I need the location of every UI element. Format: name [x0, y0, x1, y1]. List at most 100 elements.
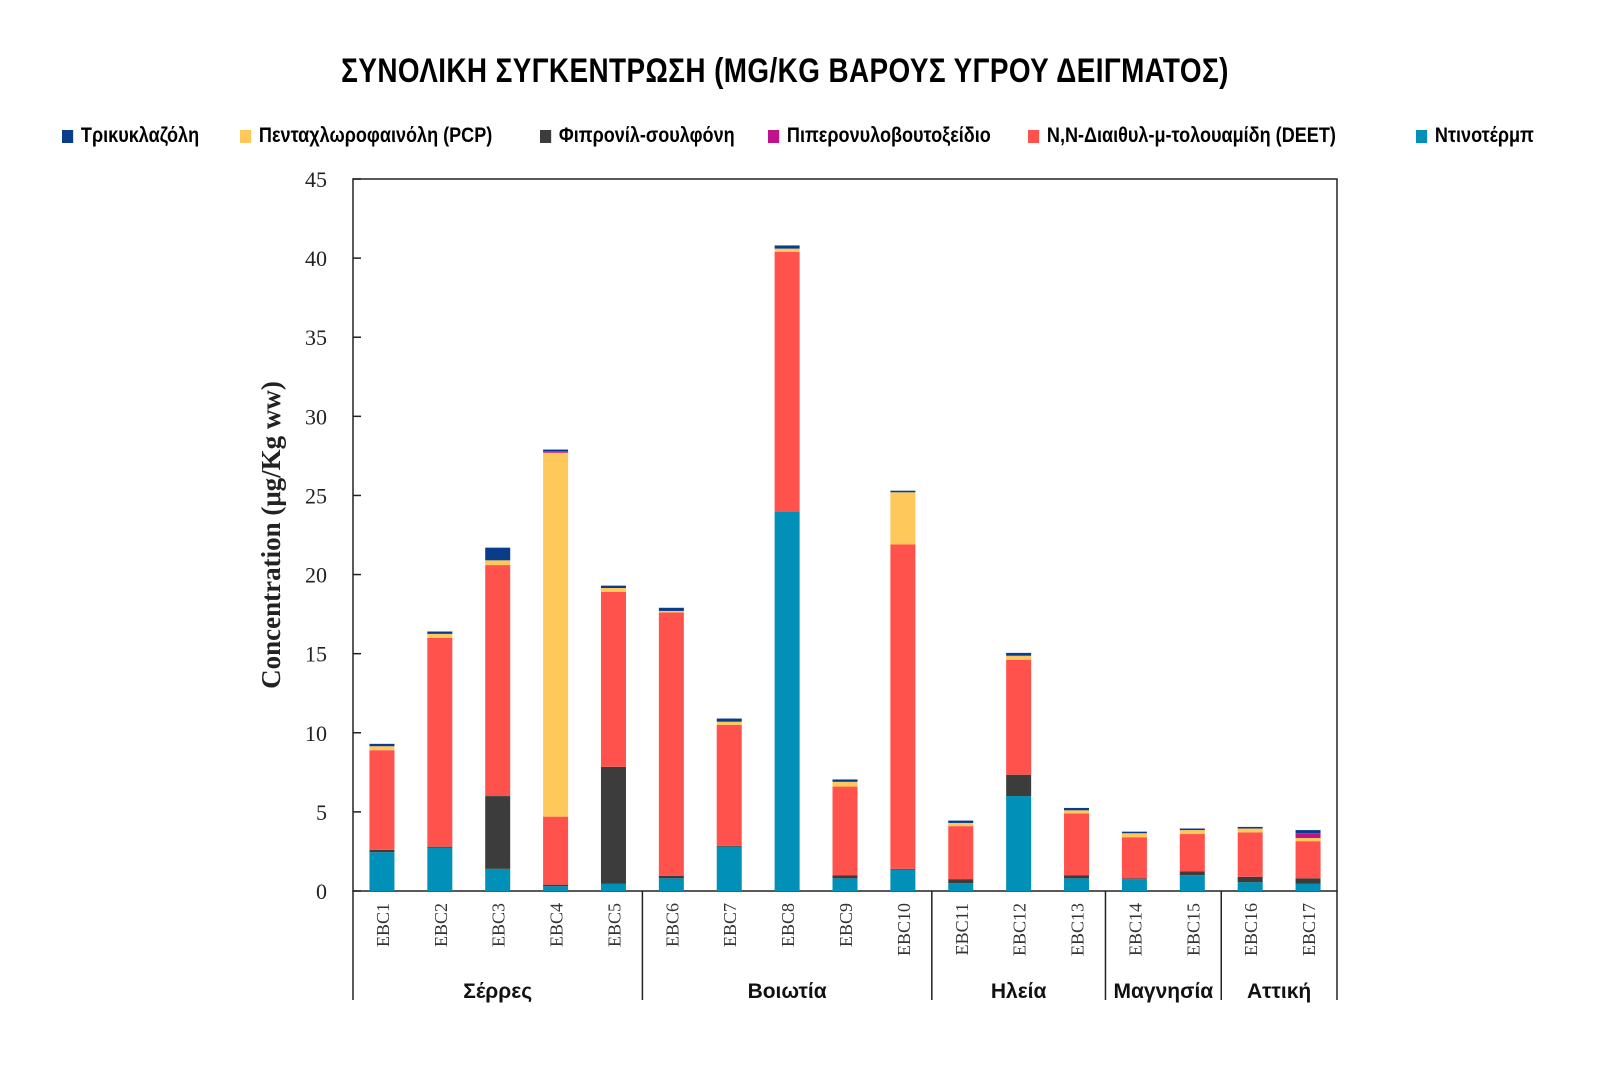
bar-segment [948, 883, 974, 891]
bar-segment [1295, 841, 1321, 879]
legend-item: Πιπερονυλοβουτοξείδιο [768, 124, 991, 148]
bar-segment [890, 869, 916, 891]
x-tick-label: EBC9 [836, 903, 856, 947]
bar-segment [832, 878, 858, 891]
bar-segment [658, 607, 684, 611]
bar-segment [1295, 833, 1321, 838]
bar-segment [716, 718, 742, 722]
legend-item: Ντινοτέρμπ [1416, 124, 1534, 148]
bar-segment [369, 746, 395, 751]
x-tick-label: EBC5 [604, 903, 624, 947]
bar-segment [1179, 828, 1205, 831]
bar-segment [1064, 875, 1090, 879]
legend-swatch [540, 129, 552, 143]
bar-segment [1064, 878, 1090, 891]
bar-segment [774, 251, 800, 512]
bar-segment [543, 886, 569, 891]
bar-segment [658, 612, 684, 876]
bar-segment [948, 822, 974, 827]
bar-segment [1237, 882, 1263, 891]
x-tick-label: EBC11 [952, 903, 972, 955]
y-tick-label: 15 [305, 642, 327, 667]
legend-swatch [1028, 129, 1040, 143]
x-tick-label: EBC8 [778, 903, 798, 947]
bar-segment [543, 449, 569, 452]
bar-segment [1237, 876, 1263, 883]
bar-segment [1006, 656, 1032, 660]
x-tick-label: EBC10 [894, 903, 914, 956]
x-tick-label: EBC7 [720, 903, 740, 947]
legend: Τρικυκλαζόλη Πενταχλωροφαινόλη (PCP) Φιπρο… [0, 124, 1620, 154]
bar-segment [600, 585, 626, 589]
bar-segment [774, 245, 800, 249]
bar-segment [485, 796, 511, 869]
bar-segment [1179, 830, 1205, 835]
y-tick-label: 5 [316, 800, 327, 825]
bar-segment [658, 878, 684, 891]
bar-segment [1295, 883, 1321, 891]
bar-segment [485, 547, 511, 561]
bar-segment [890, 868, 916, 870]
bar-segment [1121, 831, 1147, 834]
bar-segment [1179, 871, 1205, 876]
x-tick-label: EBC6 [662, 903, 682, 947]
bar-segment [1295, 830, 1321, 834]
bar-segment [1237, 826, 1263, 829]
x-tick-label: EBC14 [1125, 903, 1145, 956]
bar-segment [600, 588, 626, 592]
bar-segment [1179, 875, 1205, 891]
bar-segment [1006, 659, 1032, 775]
bar-segment [1064, 813, 1090, 876]
bar-segment [1121, 879, 1147, 891]
legend-swatch [62, 129, 74, 143]
bar-segment [1179, 834, 1205, 872]
bar-segment [1237, 832, 1263, 877]
legend-item: Φιπρονίλ-σουλφόνη [540, 124, 735, 148]
bar-segment [369, 743, 395, 747]
legend-swatch [768, 129, 780, 143]
bar-segment [543, 451, 569, 453]
group-label: Μαγνησία [1114, 980, 1214, 1003]
x-tick-label: EBC1 [373, 903, 393, 947]
bar-segment [890, 492, 916, 545]
bar-segment [774, 511, 800, 891]
legend-label: Τρικυκλαζόλη [80, 124, 200, 147]
bar-segment [543, 884, 569, 887]
bar-segment [1121, 878, 1147, 880]
bar-segment [485, 868, 511, 891]
x-tick-label: EBC3 [489, 903, 509, 947]
bar-segment [427, 633, 453, 638]
x-tick-label: EBC12 [1010, 903, 1030, 956]
bar-segment [1237, 828, 1263, 833]
x-tick-label: EBC13 [1068, 903, 1088, 956]
y-tick-label: 25 [305, 483, 327, 508]
y-tick-label: 20 [305, 563, 327, 588]
x-tick-label: EBC2 [431, 903, 451, 947]
y-tick-label: 35 [305, 325, 327, 350]
bar-segment [832, 786, 858, 876]
x-tick-label: EBC15 [1183, 903, 1203, 956]
bar-segment [427, 846, 453, 848]
legend-label: N,N-Διαιθυλ-μ-τολουαμίδη (DEET) [1046, 124, 1336, 147]
bar-segment [1121, 837, 1147, 879]
legend-item: Τρικυκλαζόλη [62, 124, 199, 148]
bar-segment [600, 883, 626, 891]
legend-item: Πενταχλωροφαινόλη (PCP) [240, 124, 492, 148]
legend-swatch [240, 129, 252, 143]
bar-segment [369, 750, 395, 850]
bar-segment [716, 845, 742, 847]
y-tick-label: 40 [305, 246, 327, 271]
bar-segment [890, 490, 916, 493]
y-tick-label: 45 [305, 167, 327, 192]
legend-label: Πιπερονυλοβουτοξείδιο [786, 124, 991, 147]
y-tick-label: 0 [316, 879, 327, 904]
bar-segment [658, 875, 684, 879]
bar-segment [658, 610, 684, 613]
group-label: Βοιωτία [748, 980, 827, 1003]
bar-segment [485, 565, 511, 797]
bar-segment [832, 781, 858, 787]
bar-segment [716, 721, 742, 725]
x-tick-label: EBC17 [1299, 903, 1319, 956]
bar-segment [543, 452, 569, 817]
